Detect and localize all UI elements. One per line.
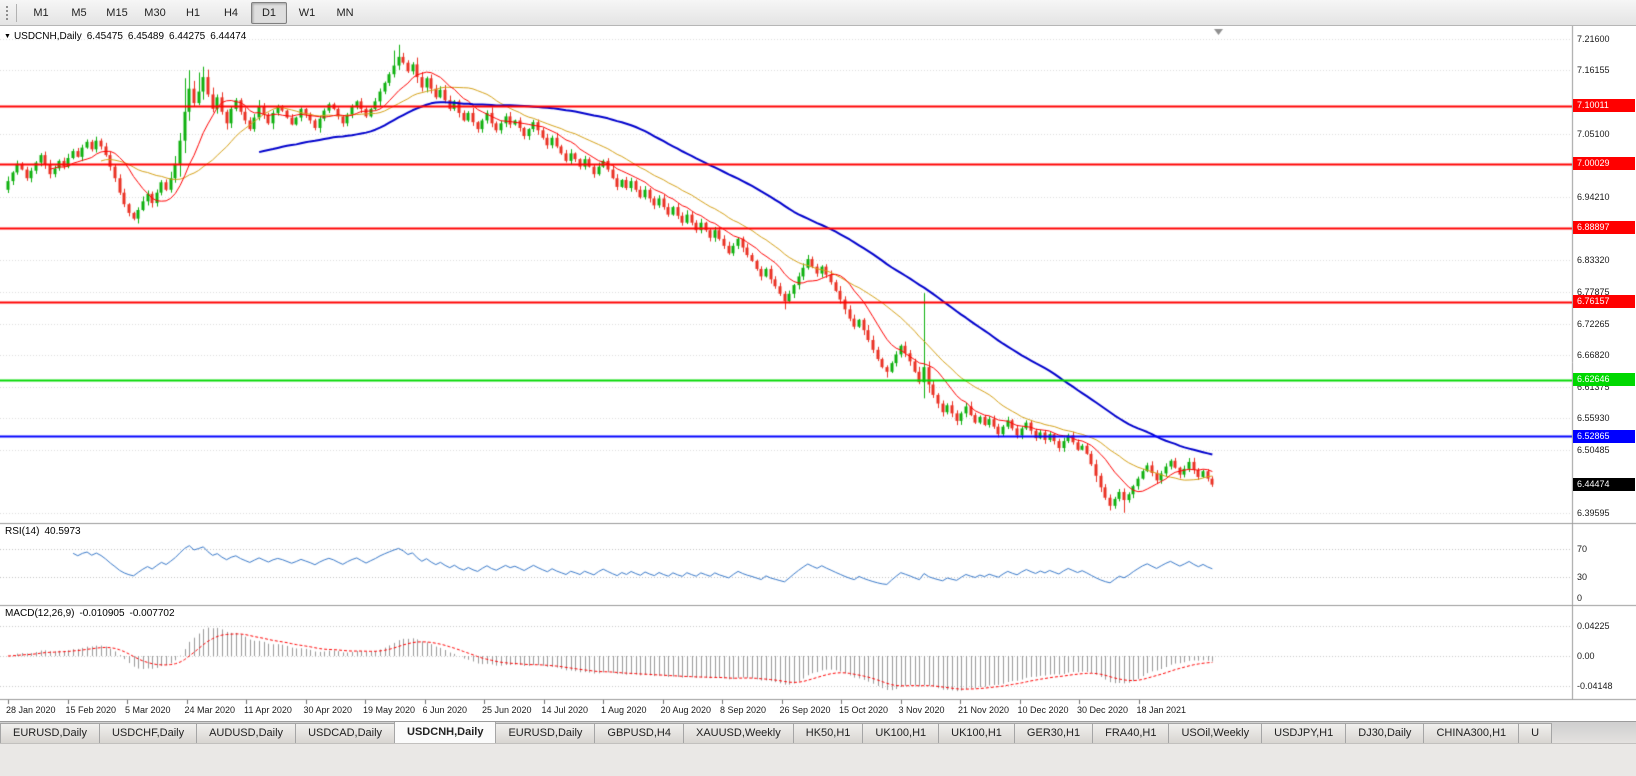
tab-gbpusd-h4[interactable]: GBPUSD,H4 bbox=[594, 723, 684, 743]
ohlc-low: 6.44275 bbox=[169, 31, 206, 42]
y-axis-tick: 6.66820 bbox=[1577, 350, 1610, 361]
tab-eurusd-daily[interactable]: EURUSD,Daily bbox=[0, 723, 100, 743]
timeframe-mn[interactable]: MN bbox=[336, 6, 354, 19]
ohlc-open: 6.45475 bbox=[86, 31, 123, 42]
chart-area: ▼ USDCNH,Daily 6.45475 6.45489 6.44275 6.4447… bbox=[0, 26, 1636, 721]
tab-usdjpy-h1[interactable]: USDJPY,H1 bbox=[1261, 723, 1347, 743]
timeframe-h1[interactable]: H1 bbox=[185, 6, 201, 19]
x-axis-date-label: 18 Jan 2021 bbox=[1136, 705, 1187, 715]
y-axis-tick: 6.94210 bbox=[1577, 192, 1610, 203]
x-axis-date-label: 15 Feb 2020 bbox=[65, 705, 117, 715]
tab-usdchf-daily[interactable]: USDCHF,Daily bbox=[98, 723, 198, 743]
x-axis-date-label: 11 Apr 2020 bbox=[244, 705, 292, 715]
price-level-badge: 7.10011 bbox=[1573, 99, 1635, 112]
timeframe-h4[interactable]: H4 bbox=[223, 6, 239, 19]
price-chart-canvas[interactable] bbox=[0, 26, 1636, 721]
status-bar bbox=[0, 743, 1636, 776]
x-axis-date-label: 3 Nov 2020 bbox=[898, 705, 945, 715]
current-price-badge: 6.44474 bbox=[1573, 478, 1635, 491]
macd-signal-value: -0.007702 bbox=[129, 608, 175, 619]
y-axis-tick: 7.16155 bbox=[1577, 65, 1610, 76]
timeframe-buttons: M1 M5 M15 M30 H1 H4 D1 W1 MN bbox=[22, 1, 364, 24]
tab-xauusd-weekly[interactable]: XAUUSD,Weekly bbox=[682, 723, 794, 743]
chart-symbol-label: USDCNH,Daily bbox=[13, 31, 82, 42]
toolbar-grip-icon[interactable] bbox=[5, 4, 9, 21]
price-level-badge: 6.76157 bbox=[1573, 295, 1635, 308]
tab-china300-h1[interactable]: CHINA300,H1 bbox=[1423, 723, 1520, 743]
price-level-badge: 6.52865 bbox=[1573, 430, 1635, 443]
tab-usdcad-daily[interactable]: USDCAD,Daily bbox=[295, 723, 396, 743]
y-axis-tick: 7.21600 bbox=[1577, 33, 1610, 44]
x-axis-date-label: 21 Nov 2020 bbox=[958, 705, 1010, 715]
x-axis-date-label: 30 Dec 2020 bbox=[1077, 705, 1129, 715]
timeframe-m5[interactable]: M5 bbox=[71, 6, 87, 19]
y-axis-tick: 6.77875 bbox=[1577, 286, 1610, 297]
price-level-badge: 6.88897 bbox=[1573, 221, 1635, 234]
x-axis-date-label: 5 Mar 2020 bbox=[125, 705, 171, 715]
x-axis-date-label: 10 Dec 2020 bbox=[1017, 705, 1069, 715]
macd-axis-tick: 0.04225 bbox=[1577, 620, 1610, 631]
x-axis-date-label: 28 Jan 2020 bbox=[6, 705, 56, 715]
timeframe-m1[interactable]: M1 bbox=[33, 6, 49, 19]
y-axis-tick: 6.72265 bbox=[1577, 319, 1610, 330]
chart-ohlc-line: ▼ USDCNH,Daily 6.45475 6.45489 6.44275 6.4447… bbox=[4, 31, 251, 42]
rsi-axis-tick: 0 bbox=[1577, 593, 1583, 603]
tab-uk100-h1[interactable]: UK100,H1 bbox=[938, 723, 1015, 743]
x-axis-date-label: 25 Jun 2020 bbox=[482, 705, 532, 715]
tab-hk50-h1[interactable]: HK50,H1 bbox=[792, 723, 864, 743]
x-axis-date-label: 6 Jun 2020 bbox=[422, 705, 468, 715]
ohlc-close: 6.44474 bbox=[210, 31, 247, 42]
macd-axis-tick: 0.00 bbox=[1577, 651, 1595, 661]
y-axis-tick: 6.83320 bbox=[1577, 255, 1610, 266]
tab-usdcnh-daily[interactable]: USDCNH,Daily bbox=[394, 722, 497, 743]
x-axis-date-label: 20 Aug 2020 bbox=[660, 705, 712, 715]
symbol-dropdown-icon[interactable]: ▼ bbox=[4, 33, 11, 40]
macd-indicator-label: MACD(12,26,9) -0.010905 -0.007702 bbox=[5, 608, 180, 619]
toolbar-separator bbox=[16, 3, 17, 22]
rsi-axis-tick: 30 bbox=[1577, 572, 1588, 582]
price-level-badge: 6.62646 bbox=[1573, 373, 1635, 386]
x-axis-date-label: 8 Sep 2020 bbox=[720, 705, 767, 715]
tab-usoil-weekly[interactable]: USOil,Weekly bbox=[1168, 723, 1263, 743]
macd-main-value: -0.010905 bbox=[79, 608, 125, 619]
x-axis-date-label: 30 Apr 2020 bbox=[303, 705, 353, 715]
macd-axis-tick: -0.04148 bbox=[1577, 680, 1613, 691]
tab-ger30-h1[interactable]: GER30,H1 bbox=[1013, 723, 1094, 743]
timeframe-toolbar: M1 M5 M15 M30 H1 H4 D1 W1 MN bbox=[0, 0, 1636, 26]
rsi-value: 40.5973 bbox=[44, 526, 81, 537]
ohlc-high: 6.45489 bbox=[127, 31, 165, 42]
rsi-indicator-label: RSI(14) 40.5973 bbox=[5, 526, 86, 537]
tab-audusd-daily[interactable]: AUDUSD,Daily bbox=[196, 723, 297, 743]
y-axis-tick: 6.39595 bbox=[1577, 507, 1610, 518]
tab-dj30-daily[interactable]: DJ30,Daily bbox=[1345, 723, 1425, 743]
tab-uk100-h1[interactable]: UK100,H1 bbox=[862, 723, 940, 743]
timeframe-m15[interactable]: M15 bbox=[106, 6, 128, 19]
price-level-badge: 7.00029 bbox=[1573, 157, 1635, 170]
x-axis-date-label: 24 Mar 2020 bbox=[184, 705, 236, 715]
tab-u[interactable]: U bbox=[1518, 723, 1553, 743]
y-axis-tick: 7.05100 bbox=[1577, 129, 1610, 140]
rsi-axis-tick: 70 bbox=[1577, 544, 1588, 554]
x-axis-date-label: 14 Jul 2020 bbox=[541, 705, 589, 715]
x-axis-date-label: 1 Aug 2020 bbox=[601, 705, 647, 715]
tab-eurusd-daily[interactable]: EURUSD,Daily bbox=[495, 723, 596, 743]
y-axis-tick: 6.50485 bbox=[1577, 444, 1610, 455]
y-axis-tick: 6.55930 bbox=[1577, 413, 1610, 424]
tab-fra40-h1[interactable]: FRA40,H1 bbox=[1092, 723, 1170, 743]
timeframe-d1[interactable]: D1 bbox=[251, 1, 287, 24]
rsi-name: RSI(14) bbox=[5, 526, 40, 537]
y-axis-tick: 6.61375 bbox=[1577, 381, 1610, 392]
timeframe-w1[interactable]: W1 bbox=[298, 6, 316, 19]
chart-tab-bar: EURUSD,Daily USDCHF,Daily AUDUSD,Daily USDC… bbox=[0, 721, 1636, 743]
x-axis-date-label: 26 Sep 2020 bbox=[779, 705, 831, 715]
x-axis-date-label: 15 Oct 2020 bbox=[839, 705, 889, 715]
x-axis-date-label: 19 May 2020 bbox=[363, 705, 416, 715]
timeframe-m30[interactable]: M30 bbox=[144, 6, 166, 19]
macd-name: MACD(12,26,9) bbox=[5, 608, 75, 619]
